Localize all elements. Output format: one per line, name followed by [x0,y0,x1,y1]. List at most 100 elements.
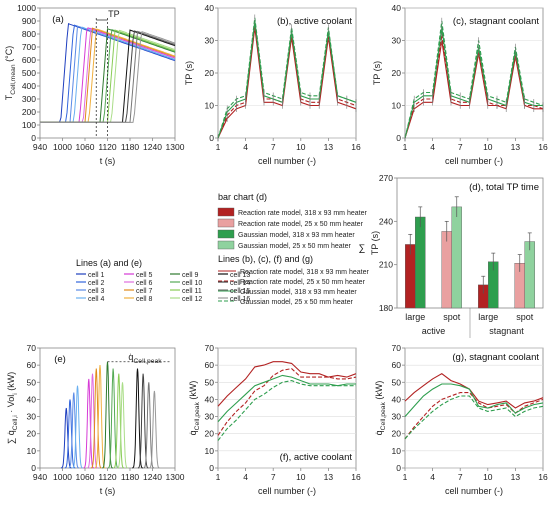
panel-d-group-label: spot [443,312,461,322]
legend-bar-item: Reaction rate model, 318 x 93 mm heater [238,210,367,217]
panel-c-axes-ytick-label: 0 [396,133,401,143]
panel-e-axes-xtick-label: 1060 [76,472,95,482]
panel-e-pulse-line [148,390,160,469]
panel-a-axes-xtick-label: 1180 [121,142,140,152]
panel-g-axes-ytick-label: 30 [392,412,402,422]
panel-d-ylabel: TP (s) [370,231,380,255]
panel-e-xlabel: t (s) [100,486,116,496]
panel-f-xlabel: cell number (-) [258,486,316,496]
panel-c-axes-ytick-label: 40 [392,3,402,13]
panel-b-axes-xtick-label: 16 [351,142,361,152]
panel-e-axes-ytick-label: 20 [27,429,37,439]
panel-e-axes-ytick-label: 0 [31,463,36,473]
panel-f-axes-ytick-label: 0 [209,463,214,473]
panel-e-ylabel: ∑ q̇Cell,i · Voli (kW) [6,372,19,444]
panel-a-axes-ytick-label: 300 [22,94,36,104]
panel-e-peak-annotation: q̇Cell,peak [128,352,162,365]
panel-e-axes-ytick-label: 70 [27,343,37,353]
panel-c-axes-xtick-label: 16 [538,142,548,152]
legend-bar-item: Reaction rate model, 25 x 50 mm heater [238,221,364,228]
panel-g-axes [402,347,544,471]
panel-a-axes-ytick-label: 200 [22,107,36,117]
panel-g-axes-ytick-label: 10 [392,446,402,456]
panel-b-axes-ytick-label: 0 [209,133,214,143]
panel-f-axes-ytick-label: 20 [205,429,215,439]
panel-g-axes-xtick-label: 16 [538,472,548,482]
panel-g-ylabel: q̇Cell,peak (kW) [374,381,387,436]
panel-f-series-line [217,361,357,407]
panel-f-axes-ytick-label: 30 [205,412,215,422]
legend-bar-swatch [217,240,235,250]
panel-f-axes-ytick-label: 50 [205,377,215,387]
panel-f-ylabel: q̇Cell,peak (kW) [188,381,201,436]
panel-e-pulse-line [113,373,125,469]
panel-a-xlabel: t (s) [100,156,116,166]
panel-g-axes-xtick-label: 7 [458,472,463,482]
legend-bar-swatch [217,207,235,217]
panel-d-bar [451,206,462,309]
panel-g-axes-ytick-label: 40 [392,394,402,404]
legend-bar-title: bar chart (d) [218,192,267,202]
panel-g-label: (g), stagnant coolant [452,352,539,363]
panel-f-axes-xtick-label: 7 [271,472,276,482]
panel-b-xlabel: cell number (-) [258,156,316,166]
panel-a-axes-ytick-label: 100 [22,120,36,130]
panel-f-axes-xtick-label: 13 [324,472,334,482]
panel-g-series-line [404,373,544,409]
panel-e-pulse-line [132,368,143,469]
panel-g-xlabel: cell number (-) [445,486,503,496]
panel-e-pulse-line [68,392,80,469]
legend-cells-item: cell 7 [136,288,152,295]
panel-d-label: (d), total TP time [469,182,539,193]
panel-g-series-line [404,383,544,417]
panel-a-axes-xtick-label: 1120 [98,142,117,152]
panel-e-pulse-line [83,378,95,469]
panel-f-axes-xtick-label: 16 [351,472,361,482]
legend-cells-item: cell 13 [230,272,250,279]
panel-a-axes-ytick-label: 700 [22,42,36,52]
panel-c-ylabel: TP (s) [372,61,382,85]
legend-cells-item: cell 11 [182,288,202,295]
panel-b-axes-ytick-label: 40 [205,3,215,13]
panel-b-series-line [217,17,357,139]
panel-e-pulse-line [72,385,83,469]
panel-a-axes-xtick-label: 940 [33,142,47,152]
panel-f-axes-ytick-label: 60 [205,360,215,370]
panel-d-coolant-label: stagnant [489,326,524,336]
panel-f-series-line [217,374,356,423]
legend-cells-item: cell 14 [230,280,250,287]
panel-g-axes-xtick-label: 13 [511,472,521,482]
panel-b-ylabel: TP (s) [184,61,194,85]
panel-d-bar [415,216,426,309]
legend-lines-item: Gaussian model, 318 x 93 mm heater [240,289,357,296]
panel-e-pulse-line [117,382,128,469]
panel-f-label: (f), active coolant [280,452,353,463]
panel-e-pulse-line [90,368,102,469]
panel-c-axes [402,7,544,141]
panel-b-axes-xtick-label: 10 [296,142,306,152]
panel-a-axes-xtick-label: 1060 [76,142,95,152]
panel-d-group-label: large [478,312,498,322]
panel-f-axes [215,347,357,471]
legend-cells-item: cell 4 [88,296,104,303]
panel-e-pulse-line [60,407,72,469]
panel-a-axes-xtick-label: 1300 [166,142,185,152]
legend-cells-item: cell 10 [182,280,202,287]
panel-b-axes-xtick-label: 4 [243,142,248,152]
legend-cells-item: cell 5 [136,272,152,279]
legend-bar-swatch [217,229,235,239]
panel-e-pulse-line [107,368,119,469]
panel-f-axes-xtick-label: 4 [243,472,248,482]
panel-c-series-line [404,20,544,139]
panel-b-label: (b), active coolant [277,16,352,27]
legend-cells-item: cell 15 [230,288,250,295]
panel-a-axes-ytick-label: 500 [22,68,36,78]
panel-a-axes-ytick-label: 0 [31,133,36,143]
panel-g-axes-ytick-label: 20 [392,429,402,439]
panel-a-axes-ytick-label: 900 [22,16,36,26]
legend-lines-title: Lines (b), (c), (f) and (g) [218,254,313,264]
panel-f-axes-ytick-label: 70 [205,343,215,353]
panel-a-axes-ytick-label: 800 [22,29,36,39]
panel-c-axes-xtick-label: 4 [430,142,435,152]
